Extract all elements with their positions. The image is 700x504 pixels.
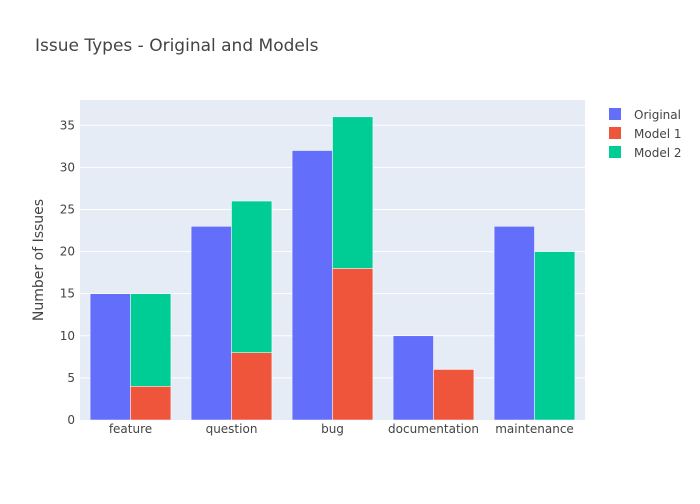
bar-original-question[interactable] [190, 226, 232, 421]
bar-model-2-feature[interactable] [130, 293, 172, 387]
x-tick-label: documentation [388, 422, 479, 436]
bar-original-bug[interactable] [291, 150, 333, 421]
legend-swatch [609, 127, 621, 139]
legend-item-original[interactable]: Original [609, 108, 681, 122]
x-tick-label: bug [321, 422, 344, 436]
y-tick-label: 5 [67, 371, 75, 385]
bar-original-feature[interactable] [89, 293, 131, 421]
bar-model-1-question[interactable] [231, 352, 273, 421]
bar-model-1-documentation[interactable] [433, 369, 475, 421]
x-tick-label: question [206, 422, 258, 436]
bar-model-2-bug[interactable] [332, 116, 374, 269]
legend-label: Model 2 [634, 146, 681, 160]
bar-original-documentation[interactable] [392, 335, 434, 421]
plot-area: 0 5 10 15 20 25 30 35 feature question bug document… [60, 100, 585, 436]
legend-item-model-1[interactable]: Model 1 [609, 127, 681, 141]
legend-swatch [609, 108, 621, 120]
bar-original-maintenance[interactable] [493, 226, 535, 421]
y-tick-label: 30 [60, 160, 75, 174]
legend-label: Original [634, 108, 681, 122]
y-tick-label: 0 [67, 413, 75, 427]
legend-swatch [609, 146, 621, 158]
chart-title: Issue Types - Original and Models [35, 36, 319, 56]
legend-item-model-2[interactable]: Model 2 [609, 146, 681, 160]
legend-label: Model 1 [634, 127, 681, 141]
y-tick-label: 20 [60, 245, 75, 259]
x-tick-label: feature [109, 422, 152, 436]
bar-model-1-feature[interactable] [130, 386, 172, 421]
bar-model-2-question[interactable] [231, 200, 273, 353]
legend[interactable]: Original Model 1 Model 2 [609, 108, 681, 160]
y-tick-label: 15 [60, 287, 75, 301]
y-tick-label: 35 [60, 118, 75, 132]
bar-model-1-bug[interactable] [332, 268, 374, 421]
y-tick-label: 25 [60, 202, 75, 216]
y-tick-label: 10 [60, 329, 75, 343]
x-tick-label: maintenance [495, 422, 574, 436]
y-axis-label: Number of Issues [31, 199, 47, 321]
bar-model-2-maintenance[interactable] [534, 251, 576, 421]
